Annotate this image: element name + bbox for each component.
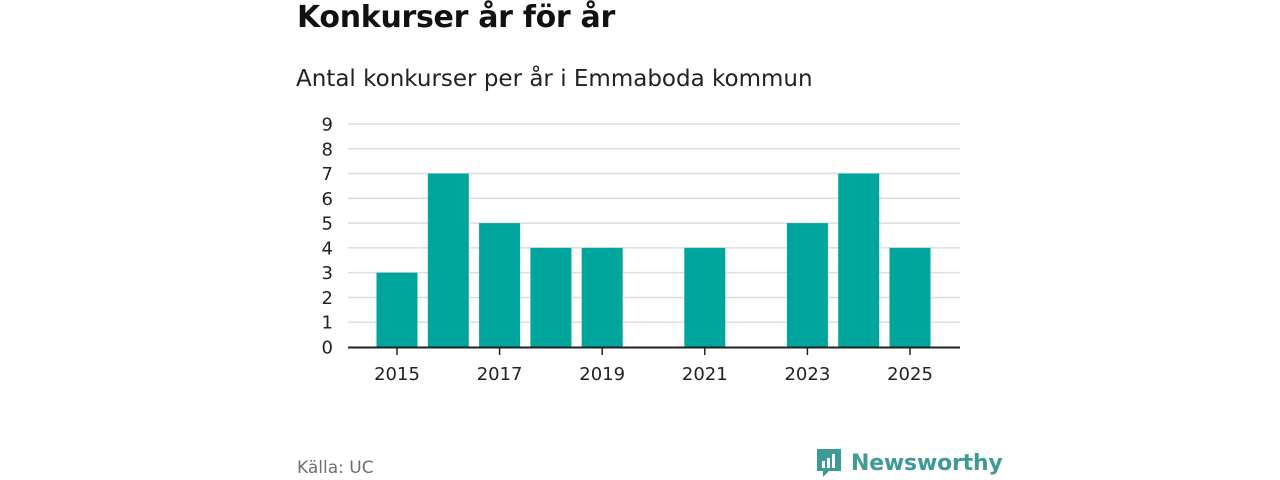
- y-tick-label: 6: [322, 189, 333, 210]
- y-tick-label: 3: [322, 263, 333, 284]
- x-tick-label: 2025: [887, 364, 933, 385]
- y-tick-label: 1: [322, 313, 333, 334]
- brand-logo: Newsworthy: [815, 446, 1003, 480]
- bar: [530, 247, 572, 347]
- source-label: Källa: UC: [297, 458, 374, 478]
- x-tick-label: 2017: [477, 364, 523, 385]
- newsworthy-logo-icon: [817, 449, 841, 477]
- bar: [889, 247, 931, 347]
- y-tick-label: 5: [322, 214, 333, 235]
- bar: [427, 173, 469, 347]
- y-tick-label: 0: [322, 338, 333, 359]
- bar: [479, 223, 521, 347]
- x-tick-label: 2015: [374, 364, 420, 385]
- brand-name: Newsworthy: [851, 450, 1003, 476]
- bar: [376, 272, 418, 347]
- y-tick-label: 2: [322, 288, 333, 309]
- bar: [838, 173, 880, 347]
- y-tick-label: 9: [322, 115, 333, 136]
- bar: [581, 247, 623, 347]
- bar: [786, 223, 828, 347]
- y-tick-label: 8: [322, 139, 333, 160]
- y-tick-label: 7: [322, 164, 333, 185]
- x-tick-label: 2019: [579, 364, 625, 385]
- y-tick-label: 4: [322, 238, 333, 259]
- x-tick-label: 2021: [682, 364, 728, 385]
- bar: [684, 247, 726, 347]
- chart-title: Konkurser år för år: [297, 0, 615, 35]
- bar-chart: 0 1 2 3 4 5 6 7 8 9 2015 2017 2019 2021 2023 2025: [322, 115, 960, 385]
- x-tick-label: 2023: [784, 364, 830, 385]
- chart-subtitle: Antal konkurser per år i Emmaboda kommun: [296, 66, 813, 92]
